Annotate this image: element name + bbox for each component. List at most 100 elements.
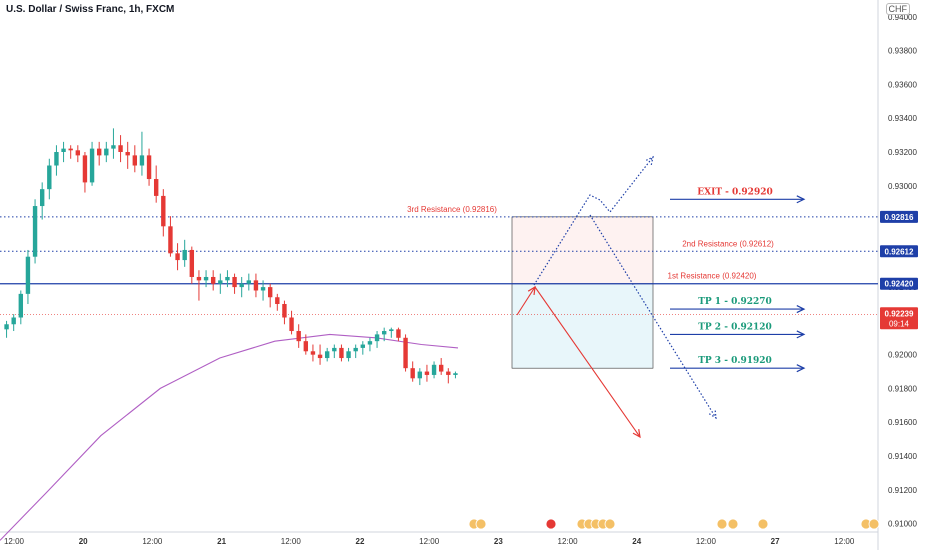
candle-body — [82, 155, 88, 183]
candle-body — [303, 341, 309, 352]
candle-body — [374, 334, 380, 342]
candle-body — [153, 179, 159, 196]
candle-body — [339, 347, 344, 359]
candle-body — [353, 347, 358, 352]
alternate-projection-path — [589, 214, 717, 419]
x-tick-label: 23 — [494, 537, 503, 546]
x-tick-label: 12:00 — [281, 537, 302, 546]
y-tick-label: 0.91200 — [888, 486, 917, 495]
target-arrowhead — [796, 364, 806, 373]
x-tick-label: 24 — [632, 537, 641, 546]
candle-body — [381, 331, 387, 335]
currency-badge[interactable]: CHF — [885, 3, 910, 15]
price-level-badge — [880, 245, 918, 258]
candle-body — [246, 280, 252, 284]
candle-body — [253, 280, 259, 291]
candle-body — [453, 373, 458, 375]
projection-arrowhead — [632, 429, 641, 439]
economic-event-icon — [604, 518, 616, 530]
economic-event-icon — [545, 518, 557, 530]
candle-body — [139, 155, 145, 166]
current-price-value: 0.92239 — [885, 309, 914, 318]
candle-body — [11, 317, 16, 325]
candle-body — [389, 329, 394, 332]
candle-body — [346, 351, 351, 359]
candle-body — [417, 371, 423, 379]
price-level-value: 0.92420 — [885, 280, 914, 289]
price-level-value: 0.92612 — [885, 247, 914, 256]
candle-body — [25, 256, 31, 294]
y-tick-label: 0.93400 — [888, 114, 917, 123]
candle-body — [289, 317, 294, 332]
candle-body — [132, 155, 138, 166]
y-tick-label: 0.91400 — [888, 452, 917, 461]
economic-event-icon — [868, 518, 880, 530]
bullish-projection-path — [533, 156, 654, 286]
candle-body — [310, 351, 316, 355]
candle-body — [410, 368, 415, 379]
x-tick-label: 12:00 — [696, 537, 717, 546]
candle-body — [225, 276, 230, 281]
candle-body — [403, 337, 408, 369]
candle-body — [324, 351, 330, 359]
candle-body — [296, 331, 301, 342]
y-tick-label: 0.94000 — [888, 13, 917, 22]
candle-body — [111, 145, 116, 149]
x-tick-label: 12:00 — [419, 537, 440, 546]
candle-body — [175, 253, 180, 261]
price-level-badge — [880, 277, 918, 290]
current-price-badge — [880, 307, 918, 330]
candle-body — [54, 152, 59, 166]
candle-body — [75, 150, 81, 156]
candle-body — [104, 148, 109, 156]
candle-body — [96, 148, 102, 156]
candle-countdown: 09:14 — [889, 319, 910, 328]
projection-arrowhead — [645, 155, 654, 165]
candle-body — [39, 189, 45, 207]
candle-body — [367, 341, 373, 345]
candle-body — [118, 145, 123, 152]
economic-event-icon — [716, 518, 728, 530]
candle-body — [168, 226, 173, 254]
target-label: EXIT - 0.92920 — [697, 187, 772, 197]
target-label: TP 2 - 0.92120 — [698, 322, 772, 332]
target-label: TP 1 - 0.92270 — [698, 297, 772, 307]
y-tick-label: 0.91600 — [888, 418, 917, 427]
candle-body — [182, 249, 187, 261]
candle-body — [396, 329, 401, 338]
candle-body — [89, 148, 95, 183]
y-tick-label: 0.91000 — [888, 520, 917, 529]
candle-body — [189, 249, 195, 277]
candle-body — [125, 152, 130, 156]
x-tick-label: 12:00 — [142, 537, 163, 546]
candle-body — [218, 280, 223, 284]
candle-body — [424, 371, 430, 375]
candle-body — [18, 293, 24, 318]
candle-body — [332, 347, 337, 352]
price-level-badge — [880, 210, 918, 223]
y-tick-label: 0.93600 — [888, 80, 917, 89]
y-tick-label: 0.93800 — [888, 47, 917, 56]
candle-body — [203, 276, 209, 281]
target-arrowhead — [796, 330, 806, 339]
candle-body — [360, 344, 366, 348]
x-tick-label: 12:00 — [558, 537, 579, 546]
y-tick-label: 0.91800 — [888, 384, 917, 393]
candle-body — [161, 195, 166, 227]
resistance-label: 3rd Resistance (0.92816) — [407, 205, 497, 214]
target-arrowhead — [796, 305, 806, 314]
x-tick-label: 22 — [356, 537, 365, 546]
candle-body — [4, 324, 9, 330]
y-tick-label: 0.93200 — [888, 148, 917, 157]
projection-arrowhead — [708, 409, 717, 420]
candle-body — [317, 354, 323, 359]
candle-body — [239, 283, 244, 288]
candle-body — [47, 165, 52, 190]
x-tick-label: 20 — [79, 537, 88, 546]
candle-body — [32, 206, 38, 257]
economic-event-icon — [757, 518, 769, 530]
target-arrowhead — [796, 195, 806, 204]
candle-body — [275, 297, 280, 304]
